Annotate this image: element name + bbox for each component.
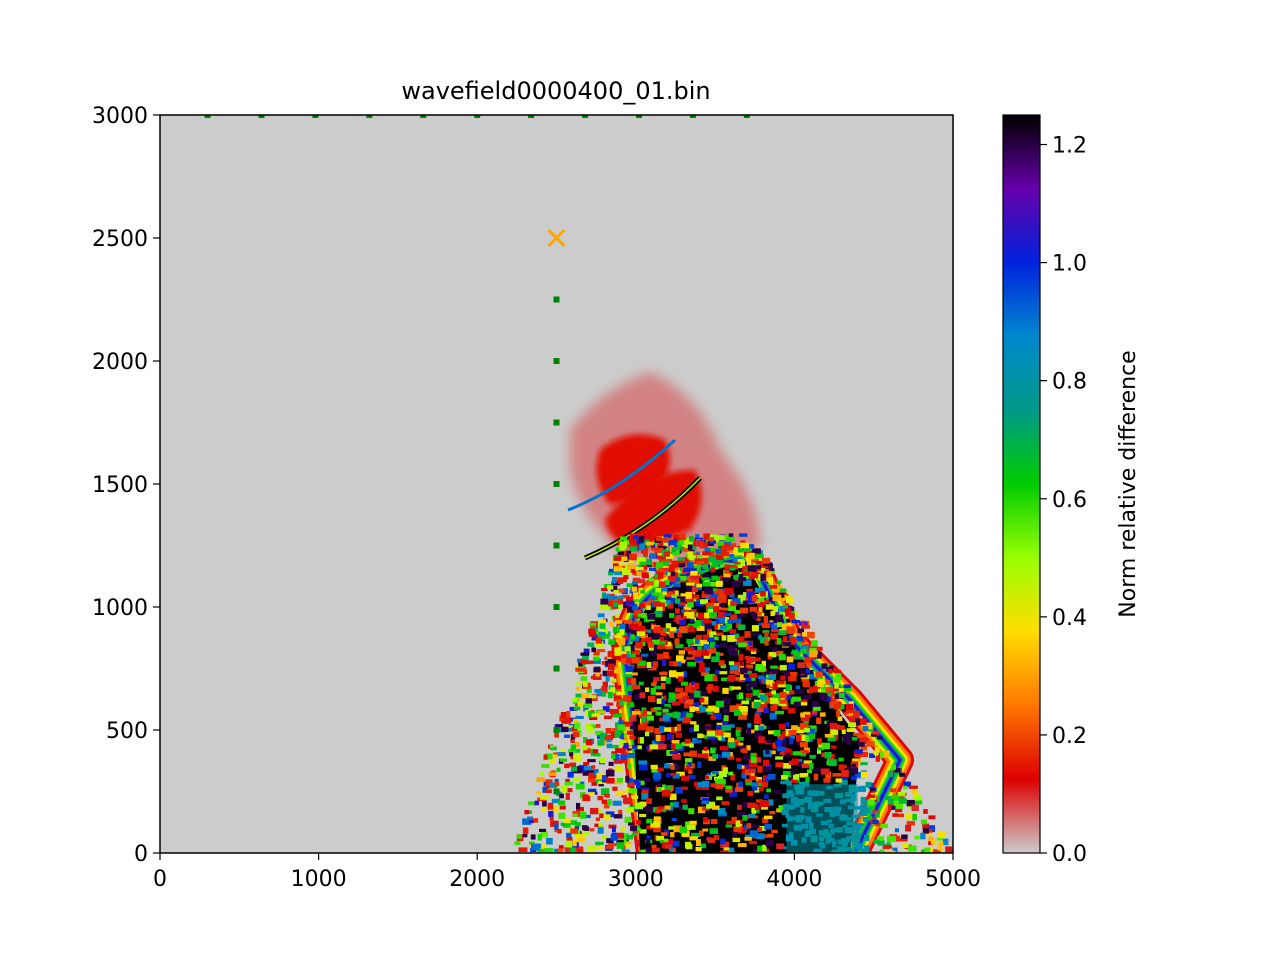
receiver-vertical — [553, 542, 560, 549]
x-tick-label: 2000 — [449, 867, 505, 892]
receiver-vertical — [553, 358, 560, 364]
x-tick-label: 5000 — [925, 867, 981, 892]
colorbar-tick-label: 0.2 — [1052, 724, 1087, 749]
receiver-top — [366, 115, 373, 118]
receiver-top — [743, 115, 750, 118]
receiver-top — [689, 115, 696, 118]
source-marker — [547, 228, 566, 248]
source-x-stroke — [547, 228, 566, 248]
receiver-top — [258, 115, 265, 118]
receiver-top — [474, 115, 481, 118]
colorbar-tick-label: 0.6 — [1052, 488, 1087, 513]
y-tick-label: 3000 — [92, 104, 148, 129]
y-tick-label: 1000 — [92, 596, 148, 621]
x-tick-label: 4000 — [766, 867, 822, 892]
chart-title: wavefield0000400_01.bin — [401, 77, 710, 105]
receiver-top — [204, 115, 211, 118]
receiver-vertical — [553, 419, 560, 426]
y-tick-label: 2500 — [92, 227, 148, 252]
colorbar — [1002, 114, 1041, 854]
wavefield-heatmap — [514, 372, 953, 853]
upper-streak — [567, 438, 677, 512]
x-tick-label: 0 — [153, 867, 167, 892]
receiver-top — [420, 115, 427, 118]
colorbar-tick-label: 0.4 — [1052, 606, 1087, 631]
y-tick-label: 0 — [134, 842, 148, 867]
receiver-top — [312, 115, 319, 118]
x-tick-label: 3000 — [608, 867, 664, 892]
receiver-vertical — [553, 727, 560, 733]
x-tick-label: 1000 — [291, 867, 347, 892]
receiver-vertical — [553, 481, 560, 487]
receiver-top — [582, 115, 589, 118]
colorbar-tick-label: 0.8 — [1052, 370, 1087, 395]
x-axis: 0 1000 2000 3000 4000 5000 — [153, 853, 981, 892]
y-tick-label: 1500 — [92, 473, 148, 498]
receiver-vertical — [553, 296, 560, 303]
colorbar-tick-label: 1.2 — [1052, 134, 1087, 159]
y-axis: 0 500 1000 1500 2000 2500 3000 — [92, 104, 160, 867]
receiver-markers — [204, 115, 750, 795]
colorbar-ticks: 0.0 0.2 0.4 0.6 0.8 1.0 1.2 — [1040, 134, 1087, 867]
lower-streak-glow — [584, 477, 701, 559]
receiver-vertical — [553, 788, 560, 795]
y-tick-label: 2000 — [92, 350, 148, 375]
colorbar-tick-label: 1.0 — [1052, 252, 1087, 277]
receiver-vertical — [553, 604, 560, 610]
cyan-patch — [786, 784, 858, 853]
y-tick-label: 500 — [106, 719, 148, 744]
receiver-top — [528, 115, 535, 118]
receiver-top — [635, 115, 642, 118]
colorbar-tick-label: 0.0 — [1052, 842, 1087, 867]
receiver-vertical — [553, 665, 560, 672]
middle-lobe — [605, 470, 702, 550]
colorbar-label: Norm relative difference — [1116, 350, 1141, 617]
